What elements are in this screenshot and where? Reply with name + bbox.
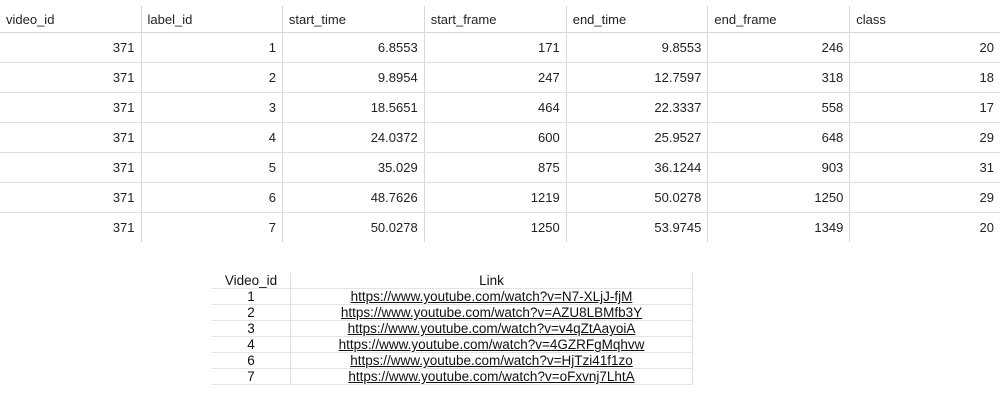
cell-video-id: 7 [212,368,291,385]
cell-start-time[interactable]: 18.5651 [281,92,425,123]
cell-start-frame[interactable]: 600 [423,122,567,153]
column-header-video-id: Video_id [212,273,291,289]
cell-class[interactable]: 18 [849,62,1000,93]
cell-end-frame[interactable]: 558 [707,92,850,123]
column-header-video-id: video_id [0,6,142,33]
cell-start-frame[interactable]: 1250 [423,212,567,242]
cell-start-time[interactable]: 24.0372 [281,122,425,153]
video-link[interactable]: https://www.youtube.com/watch?v=N7-XLjJ-… [350,289,633,304]
cell-video-id[interactable]: 371 [112,220,135,235]
cell-class[interactable]: 31 [849,152,1000,183]
links-table: Video_id Link 1 https://www.youtube.com/wa… [212,273,693,385]
cell-end-frame[interactable]: 318 [707,62,850,93]
cell-start-time[interactable]: 6.8553 [281,32,425,63]
table-row: 371 5 35.029 875 36.1244 903 31 [0,152,1000,183]
cell-label-id[interactable]: 3 [140,92,283,123]
cell-start-frame[interactable]: 875 [423,152,567,183]
cell-start-frame[interactable]: 1219 [423,182,567,213]
cell-video-id: 3 [212,320,291,337]
cell-label-id[interactable]: 6 [140,182,283,213]
cell-end-time[interactable]: 12.7597 [565,62,708,93]
column-header-start-frame: start_frame [423,6,567,33]
cell-end-time[interactable]: 50.0278 [565,182,708,213]
cell-end-frame[interactable]: 1349 [707,212,850,242]
table-row: 371 6 48.7626 1219 50.0278 1250 29 [0,182,1000,213]
cell-start-frame[interactable]: 171 [423,32,567,63]
cell-link: https://www.youtube.com/watch?v=oFxvnj7L… [290,368,693,385]
table-row: 371 4 24.0372 600 25.9527 648 29 [0,122,1000,153]
labels-table: video_id label_id start_time start_frame end… [0,6,1000,242]
cell-link: https://www.youtube.com/watch?v=v4qZtAay… [290,320,693,337]
column-header-label-id: label_id [140,6,283,33]
cell-video-id[interactable]: 371 [0,122,142,153]
cell-video-id[interactable]: 371 [0,62,142,93]
cell-label-id[interactable]: 2 [140,62,283,93]
cell-video-id: 6 [212,352,291,369]
column-header-class: class [849,6,1000,33]
table-row: 1 https://www.youtube.com/watch?v=N7-XLjJ… [212,288,693,305]
cell-end-frame[interactable]: 246 [707,32,850,63]
table-row: 371 3 18.5651 464 22.3337 558 17 [0,92,1000,123]
cell-label-id[interactable]: 1 [140,32,283,63]
cell-end-time[interactable]: 25.9527 [565,122,708,153]
cell-end-time[interactable]: 53.9745 [565,212,708,242]
cell-link: https://www.youtube.com/watch?v=4GZRFgMq… [290,336,693,353]
table-row: 6 https://www.youtube.com/watch?v=HjTzi41… [212,352,693,369]
cell-link: https://www.youtube.com/watch?v=HjTzi41f… [290,352,693,369]
video-link[interactable]: https://www.youtube.com/watch?v=AZU8LBMf… [340,305,643,320]
header-row: Video_id Link [212,273,693,289]
cell-start-frame[interactable]: 464 [423,92,567,123]
cell-start-time[interactable]: 50.0278 [281,212,425,242]
table-row: 371 2 9.8954 247 12.7597 318 18 [0,62,1000,93]
cell-class[interactable]: 29 [849,122,1000,153]
cell-start-time[interactable]: 35.029 [281,152,425,183]
cell-end-time[interactable]: 22.3337 [565,92,708,123]
header-row: video_id label_id start_time start_frame end… [0,6,1000,33]
cell-class[interactable]: 29 [849,182,1000,213]
cell-class[interactable]: 20 [849,212,1000,242]
table-row: 7 https://www.youtube.com/watch?v=oFxvnj7… [212,368,693,385]
cell-label-id[interactable]: 7 [140,212,283,242]
table-row: 371 7 50.0278 1250 53.9745 1349 20 [0,212,1000,242]
cell-start-time[interactable]: 48.7626 [281,182,425,213]
cell-label-id[interactable]: 5 [140,152,283,183]
cell-end-time[interactable]: 9.8553 [565,32,708,63]
cell-end-frame[interactable]: 648 [707,122,850,153]
table-row: 371 1 6.8553 171 9.8553 246 20 [0,32,1000,63]
cell-video-id[interactable]: 371 [0,152,142,183]
video-link[interactable]: https://www.youtube.com/watch?v=v4qZtAay… [347,321,636,336]
column-header-end-frame: end_frame [707,6,850,33]
table-row: 3 https://www.youtube.com/watch?v=v4qZtAa… [212,320,693,337]
table-row: 2 https://www.youtube.com/watch?v=AZU8LBM… [212,304,693,321]
cell-video-id[interactable]: 371 [0,92,142,123]
cell-video-id[interactable]: 371 [0,182,142,213]
cell-video-id: 1 [212,288,291,305]
cell-video-id: 4 [212,336,291,353]
cell-video-id[interactable]: 371 [0,32,142,63]
cell-label-id[interactable]: 4 [140,122,283,153]
column-header-end-time: end_time [565,6,708,33]
column-header-start-time: start_time [281,6,425,33]
cell-class[interactable]: 20 [849,32,1000,63]
cell-class[interactable]: 17 [849,92,1000,123]
cell-link: https://www.youtube.com/watch?v=N7-XLjJ-… [290,288,693,305]
column-header-link: Link [290,273,693,289]
cell-video-id: 2 [212,304,291,321]
video-link[interactable]: https://www.youtube.com/watch?v=4GZRFgMq… [338,337,645,352]
cell-end-frame[interactable]: 903 [707,152,850,183]
cell-start-time[interactable]: 9.8954 [281,62,425,93]
cell-end-frame[interactable]: 1250 [707,182,850,213]
video-link[interactable]: https://www.youtube.com/watch?v=oFxvnj7L… [348,369,635,384]
cell-start-frame[interactable]: 247 [423,62,567,93]
cell-link: https://www.youtube.com/watch?v=AZU8LBMf… [290,304,693,321]
cell-end-time[interactable]: 36.1244 [565,152,708,183]
table-row: 4 https://www.youtube.com/watch?v=4GZRFgM… [212,336,693,353]
video-link[interactable]: https://www.youtube.com/watch?v=HjTzi41f… [350,353,633,368]
